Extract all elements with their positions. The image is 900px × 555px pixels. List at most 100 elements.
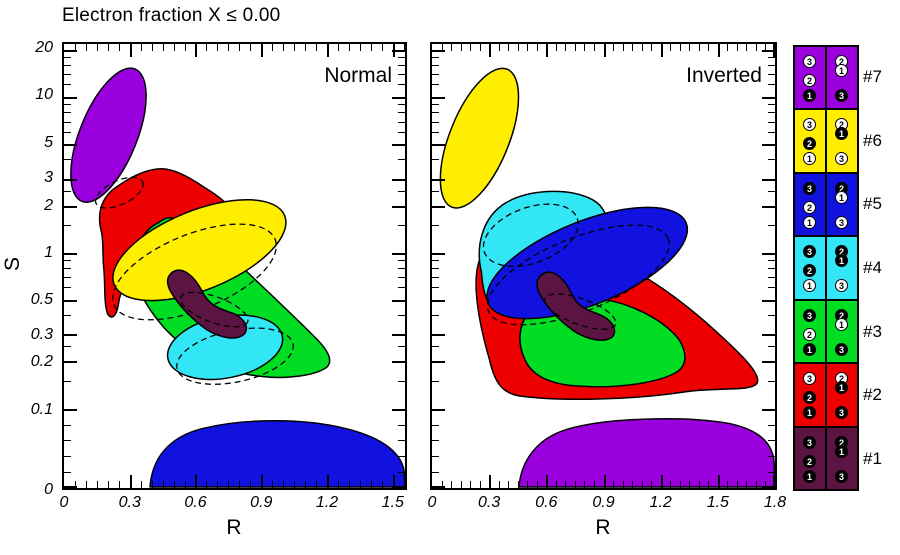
mass-state-3-open-icon: 3 <box>835 279 848 293</box>
mass-state-3-filled-icon: 3 <box>803 308 816 322</box>
y-tick-minor <box>768 287 775 289</box>
contour-plot-normal <box>70 67 405 488</box>
panel-label-normal: Normal <box>324 64 392 87</box>
x-tick <box>261 475 264 488</box>
y-tick <box>64 252 77 255</box>
contour-plot-inverted <box>439 67 775 488</box>
x-tick-label: 1.5 <box>381 494 404 511</box>
x-tick <box>441 481 443 488</box>
x-tick <box>603 44 606 57</box>
y-tick <box>762 178 775 181</box>
x-tick <box>294 44 296 51</box>
x-tick <box>294 481 296 488</box>
y-tick-minor <box>398 131 405 133</box>
x-tick <box>641 481 643 488</box>
y-tick-minor <box>432 346 439 348</box>
y-tick-minor <box>432 472 439 474</box>
x-tick <box>755 481 757 488</box>
y-tick-minor <box>398 74 405 76</box>
x-tick <box>337 44 339 51</box>
mass-state-3-filled-icon: 3 <box>803 181 816 195</box>
x-tick <box>151 481 153 488</box>
x-tick <box>250 44 252 51</box>
x-tick <box>217 44 219 51</box>
x-tick <box>217 481 219 488</box>
x-tick <box>470 481 472 488</box>
y-tick-minor <box>64 267 71 269</box>
y-tick-minor <box>768 112 775 114</box>
mass-state-3-open-icon: 3 <box>835 152 848 166</box>
mass-state-1-filled-icon: 1 <box>803 342 816 356</box>
x-tick <box>574 481 576 488</box>
y-tick-minor <box>64 64 71 66</box>
x-tick <box>283 481 285 488</box>
y-tick <box>392 408 405 411</box>
x-tick <box>118 481 120 488</box>
y-tick-minor <box>64 380 71 382</box>
mass-state-1-filled-icon: 1 <box>835 127 848 141</box>
x-tick <box>206 44 208 51</box>
y-tick-minor <box>64 456 71 458</box>
y-tick-minor <box>768 56 775 58</box>
y-tick-minor <box>398 64 405 66</box>
y-tick-minor <box>768 159 775 161</box>
y-tick-label: 0.2 <box>30 353 53 371</box>
x-tick <box>162 481 164 488</box>
x-tick <box>651 481 653 488</box>
y-tick-minor <box>398 225 405 227</box>
x-tick <box>574 44 576 51</box>
y-tick-minor <box>398 84 405 86</box>
mass-state-3-open-icon: 3 <box>835 215 848 229</box>
x-tick <box>670 481 672 488</box>
mass-state-3-open-icon: 3 <box>803 372 816 386</box>
y-tick <box>392 334 405 337</box>
x-tick-label: 1.2 <box>315 494 339 511</box>
x-tick <box>565 481 567 488</box>
y-tick-minor <box>768 472 775 474</box>
y-tick-minor <box>64 159 71 161</box>
x-tick <box>708 481 710 488</box>
x-tick <box>698 44 700 51</box>
x-tick <box>173 481 175 488</box>
x-tick <box>326 44 329 57</box>
y-tick-minor <box>64 56 71 58</box>
y-tick-minor <box>64 74 71 76</box>
x-tick <box>195 475 198 488</box>
panel-normal: Normal <box>62 42 407 490</box>
y-tick <box>432 252 445 255</box>
x-tick <box>536 44 538 51</box>
y-tick-minor <box>768 380 775 382</box>
y-tick-minor <box>768 259 775 261</box>
x-tick <box>118 44 120 51</box>
x-tick <box>660 475 663 488</box>
mass-state-1-filled-icon: 1 <box>835 254 848 268</box>
mass-state-2-open-icon: 2 <box>803 74 816 87</box>
x-tick <box>173 44 175 51</box>
y-tick <box>762 334 775 337</box>
x-tick <box>555 44 557 51</box>
mass-state-3-filled-icon: 3 <box>835 469 848 483</box>
x-tick <box>736 44 738 51</box>
x-tick <box>527 481 529 488</box>
x-tick <box>460 44 462 51</box>
x-tick <box>498 481 500 488</box>
x-tick <box>305 44 307 51</box>
x-tick <box>517 481 519 488</box>
y-tick-minor <box>64 440 71 442</box>
x-tick <box>107 44 109 51</box>
y-tick-minor <box>398 190 405 192</box>
x-tick <box>129 44 132 57</box>
x-tick <box>228 44 230 51</box>
x-tick <box>498 44 500 51</box>
y-tick-minor <box>768 104 775 106</box>
y-tick <box>432 486 445 488</box>
x-tick <box>622 481 624 488</box>
x-tick <box>651 44 653 51</box>
legend-row-label: #6 <box>863 130 882 150</box>
x-tick <box>679 44 681 51</box>
